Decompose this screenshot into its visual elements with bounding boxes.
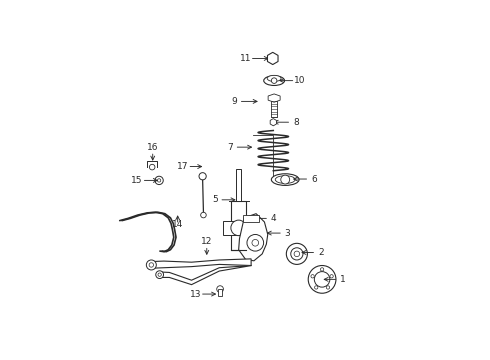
Circle shape: [281, 175, 290, 184]
Ellipse shape: [267, 75, 281, 81]
Ellipse shape: [271, 174, 299, 185]
Text: 7: 7: [227, 143, 233, 152]
Circle shape: [149, 263, 153, 267]
Text: 6: 6: [311, 175, 317, 184]
Polygon shape: [150, 259, 251, 268]
Bar: [271, 102, 277, 117]
Text: 11: 11: [240, 54, 251, 63]
Text: 14: 14: [172, 220, 183, 229]
Bar: [223, 221, 254, 235]
Circle shape: [201, 212, 206, 218]
Circle shape: [320, 268, 324, 271]
Circle shape: [147, 260, 156, 270]
Circle shape: [231, 220, 246, 236]
Circle shape: [157, 179, 161, 182]
Text: 3: 3: [285, 229, 290, 238]
Circle shape: [247, 234, 264, 251]
Text: 5: 5: [212, 195, 218, 204]
Polygon shape: [268, 94, 280, 102]
Circle shape: [311, 275, 314, 278]
Circle shape: [330, 275, 333, 278]
Circle shape: [315, 286, 318, 289]
Circle shape: [326, 286, 330, 289]
Text: 8: 8: [293, 118, 298, 127]
Circle shape: [314, 271, 330, 287]
Text: 10: 10: [294, 76, 306, 85]
Text: 16: 16: [147, 143, 158, 152]
Circle shape: [199, 173, 206, 180]
Bar: [236, 169, 241, 201]
Circle shape: [155, 176, 163, 185]
Polygon shape: [239, 214, 268, 261]
Circle shape: [294, 251, 300, 257]
Text: 12: 12: [201, 237, 213, 246]
Text: 2: 2: [318, 248, 323, 257]
Polygon shape: [268, 52, 278, 64]
Polygon shape: [270, 118, 276, 126]
Ellipse shape: [264, 76, 285, 85]
Bar: [218, 289, 222, 296]
Text: 9: 9: [231, 97, 237, 106]
Text: 15: 15: [131, 176, 143, 185]
Circle shape: [291, 248, 303, 260]
Circle shape: [156, 271, 164, 279]
Circle shape: [149, 164, 155, 170]
Text: 4: 4: [271, 214, 276, 223]
Bar: [231, 201, 246, 250]
Circle shape: [270, 56, 275, 61]
Circle shape: [217, 286, 223, 292]
Ellipse shape: [275, 176, 295, 184]
Circle shape: [308, 266, 336, 293]
Text: 17: 17: [177, 162, 189, 171]
Circle shape: [158, 273, 161, 276]
Bar: [243, 215, 259, 222]
Circle shape: [252, 239, 259, 246]
Circle shape: [271, 78, 277, 84]
Text: 13: 13: [190, 289, 201, 298]
Circle shape: [286, 243, 307, 264]
Polygon shape: [158, 266, 252, 285]
Text: 1: 1: [340, 275, 346, 284]
